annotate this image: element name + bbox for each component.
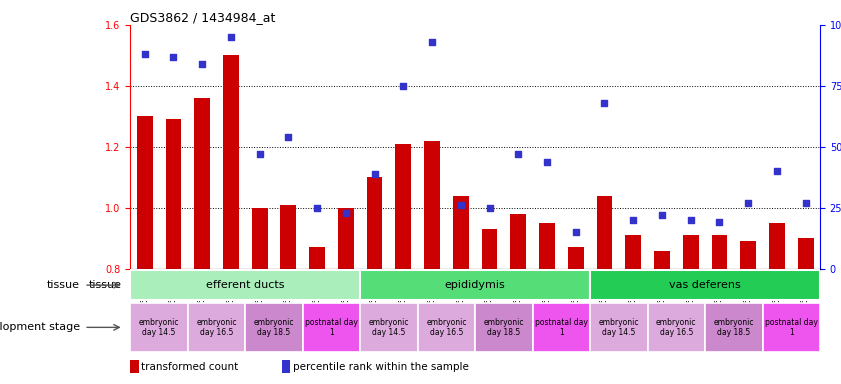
Text: postnatal day
1: postnatal day 1: [305, 318, 358, 337]
Bar: [194, 98, 210, 384]
Bar: [137, 116, 152, 384]
Point: [569, 229, 583, 235]
Bar: [590, 303, 648, 352]
Bar: [798, 238, 813, 384]
Bar: [763, 303, 820, 352]
Bar: [769, 223, 785, 384]
Text: embryonic
day 18.5: embryonic day 18.5: [484, 318, 524, 337]
Bar: [626, 235, 641, 384]
Bar: [360, 270, 590, 300]
Point: [598, 100, 611, 106]
Point: [426, 39, 439, 45]
Point: [799, 200, 812, 206]
Bar: [596, 196, 612, 384]
Bar: [360, 303, 418, 352]
Bar: [223, 55, 239, 384]
Point: [684, 217, 697, 223]
Point: [253, 151, 267, 157]
Point: [368, 170, 381, 177]
Bar: [303, 303, 360, 352]
Bar: [338, 208, 354, 384]
Text: postnatal day
1: postnatal day 1: [535, 318, 588, 337]
Text: tissue: tissue: [89, 280, 122, 290]
Bar: [482, 229, 497, 384]
Text: embryonic
day 16.5: embryonic day 16.5: [656, 318, 696, 337]
Point: [310, 205, 324, 211]
Bar: [166, 119, 182, 384]
Point: [655, 212, 669, 218]
Point: [483, 205, 496, 211]
Bar: [246, 303, 303, 352]
Bar: [539, 223, 555, 384]
Bar: [654, 250, 669, 384]
Text: embryonic
day 14.5: embryonic day 14.5: [599, 318, 639, 337]
Bar: [281, 205, 296, 384]
Bar: [453, 196, 468, 384]
Bar: [418, 303, 475, 352]
Bar: [395, 144, 411, 384]
Bar: [475, 303, 532, 352]
Bar: [648, 303, 705, 352]
Bar: [683, 235, 699, 384]
Bar: [705, 303, 763, 352]
Point: [770, 168, 784, 174]
Text: embryonic
day 16.5: embryonic day 16.5: [426, 318, 467, 337]
Bar: [711, 235, 727, 384]
Bar: [130, 270, 360, 300]
Text: embryonic
day 18.5: embryonic day 18.5: [254, 318, 294, 337]
Point: [138, 51, 151, 57]
Bar: [282, 360, 290, 373]
Text: efferent ducts: efferent ducts: [206, 280, 284, 290]
Point: [225, 34, 238, 40]
Bar: [130, 360, 139, 373]
Bar: [740, 242, 756, 384]
Bar: [590, 270, 820, 300]
Text: development stage: development stage: [0, 322, 80, 333]
Text: postnatal day
1: postnatal day 1: [764, 318, 817, 337]
Text: transformed count: transformed count: [141, 362, 239, 372]
Point: [454, 202, 468, 209]
Text: embryonic
day 16.5: embryonic day 16.5: [196, 318, 237, 337]
Bar: [188, 303, 246, 352]
Text: embryonic
day 14.5: embryonic day 14.5: [368, 318, 410, 337]
Bar: [130, 303, 188, 352]
Point: [511, 151, 525, 157]
Point: [712, 219, 726, 225]
Bar: [251, 208, 267, 384]
Text: epididymis: epididymis: [445, 280, 505, 290]
Text: percentile rank within the sample: percentile rank within the sample: [294, 362, 469, 372]
Point: [742, 200, 755, 206]
Bar: [568, 247, 584, 384]
Point: [627, 217, 640, 223]
Bar: [367, 177, 383, 384]
Text: embryonic
day 18.5: embryonic day 18.5: [713, 318, 754, 337]
Bar: [309, 247, 325, 384]
Bar: [424, 141, 440, 384]
Point: [195, 61, 209, 67]
Text: GDS3862 / 1434984_at: GDS3862 / 1434984_at: [130, 11, 276, 24]
Bar: [510, 214, 526, 384]
Point: [167, 54, 180, 60]
Point: [282, 134, 295, 140]
Text: embryonic
day 14.5: embryonic day 14.5: [139, 318, 179, 337]
Bar: [532, 303, 590, 352]
Point: [397, 83, 410, 89]
Point: [540, 159, 553, 165]
Text: vas deferens: vas deferens: [669, 280, 741, 290]
Point: [339, 210, 352, 216]
Text: tissue: tissue: [47, 280, 80, 290]
